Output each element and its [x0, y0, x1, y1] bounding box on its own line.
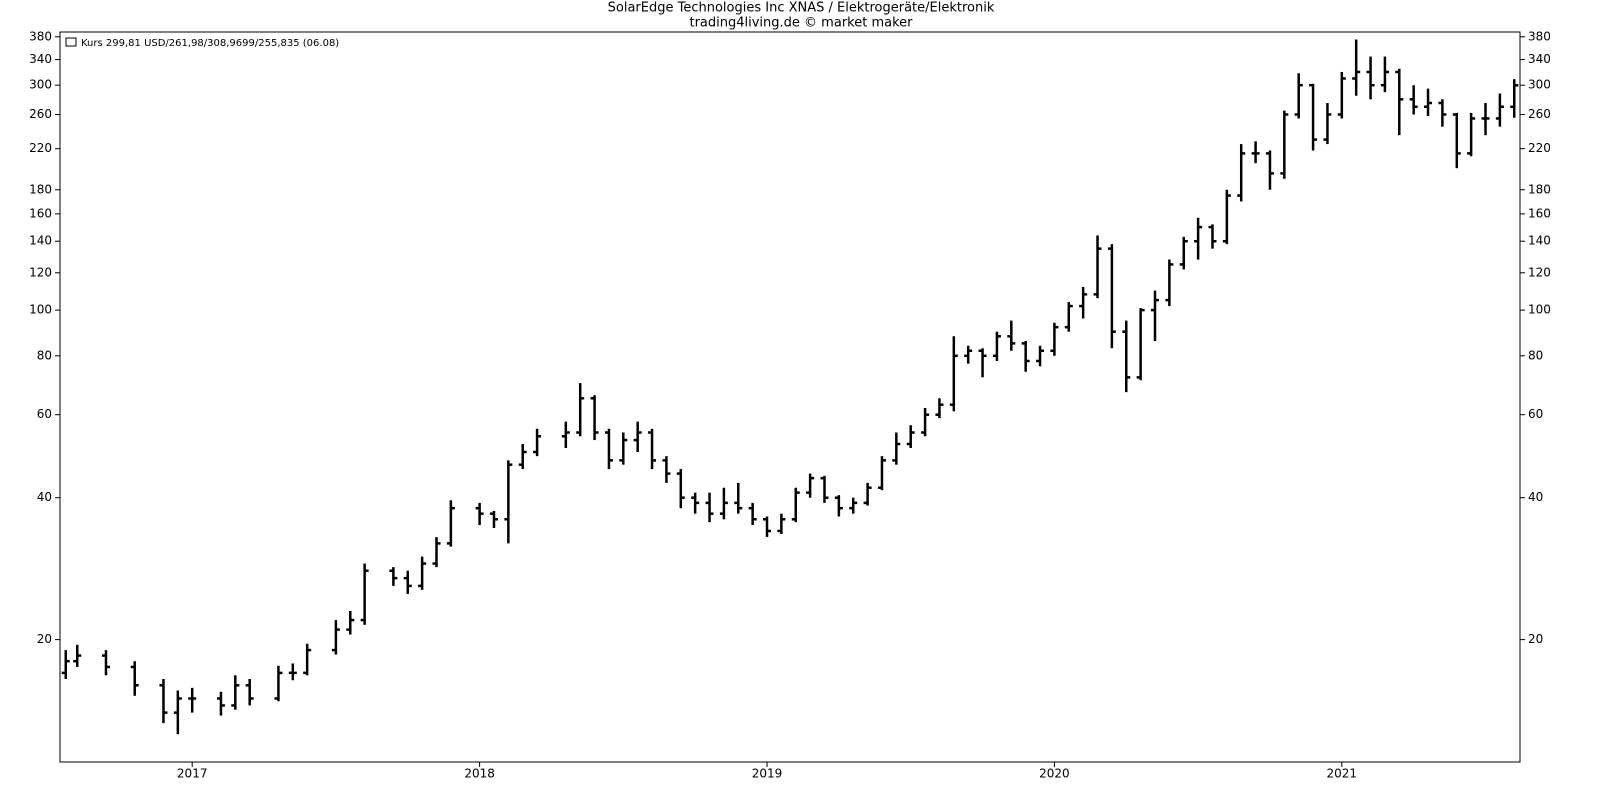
y-tick-label: 20: [37, 632, 52, 646]
y-tick-label: 340: [29, 52, 52, 66]
x-tick-label: 2019: [752, 767, 783, 781]
y-tick-label: 260: [29, 107, 52, 121]
legend-label: Kurs 299,81 USD/261,98/308,9699/255,835 …: [81, 38, 339, 49]
y-tick-label: 120: [29, 265, 52, 279]
y-tick-label: 60: [37, 407, 52, 421]
y-tick-label: 140: [29, 234, 52, 248]
y2-tick-label: 120: [1528, 265, 1551, 279]
y-tick-label: 180: [29, 182, 52, 196]
y-tick-label: 160: [29, 206, 52, 220]
y-tick-label: 100: [29, 303, 52, 317]
y-tick-label: 220: [29, 141, 52, 155]
y2-tick-label: 160: [1528, 206, 1551, 220]
y2-tick-label: 180: [1528, 182, 1551, 196]
y2-tick-label: 20: [1528, 632, 1543, 646]
y-tick-label: 40: [37, 490, 52, 504]
y2-tick-label: 100: [1528, 303, 1551, 317]
x-tick-label: 2018: [464, 767, 495, 781]
chart-subtitle: trading4living.de © market maker: [689, 16, 913, 31]
y-tick-label: 80: [37, 348, 52, 362]
y2-tick-label: 140: [1528, 234, 1551, 248]
y2-tick-label: 260: [1528, 107, 1551, 121]
x-tick-label: 2021: [1327, 767, 1358, 781]
y2-tick-label: 300: [1528, 78, 1551, 92]
y-tick-label: 300: [29, 78, 52, 92]
x-tick-label: 2020: [1039, 767, 1070, 781]
y2-tick-label: 40: [1528, 490, 1543, 504]
y2-tick-label: 60: [1528, 407, 1543, 421]
y2-tick-label: 340: [1528, 52, 1551, 66]
chart-title: SolarEdge Technologies Inc XNAS / Elektr…: [608, 1, 995, 16]
y2-tick-label: 380: [1528, 29, 1551, 43]
y2-tick-label: 220: [1528, 141, 1551, 155]
x-tick-label: 2017: [177, 767, 208, 781]
y-tick-label: 380: [29, 29, 52, 43]
plot-frame: [59, 31, 1521, 763]
y2-tick-label: 80: [1528, 348, 1543, 362]
legend-swatch: [65, 37, 77, 47]
